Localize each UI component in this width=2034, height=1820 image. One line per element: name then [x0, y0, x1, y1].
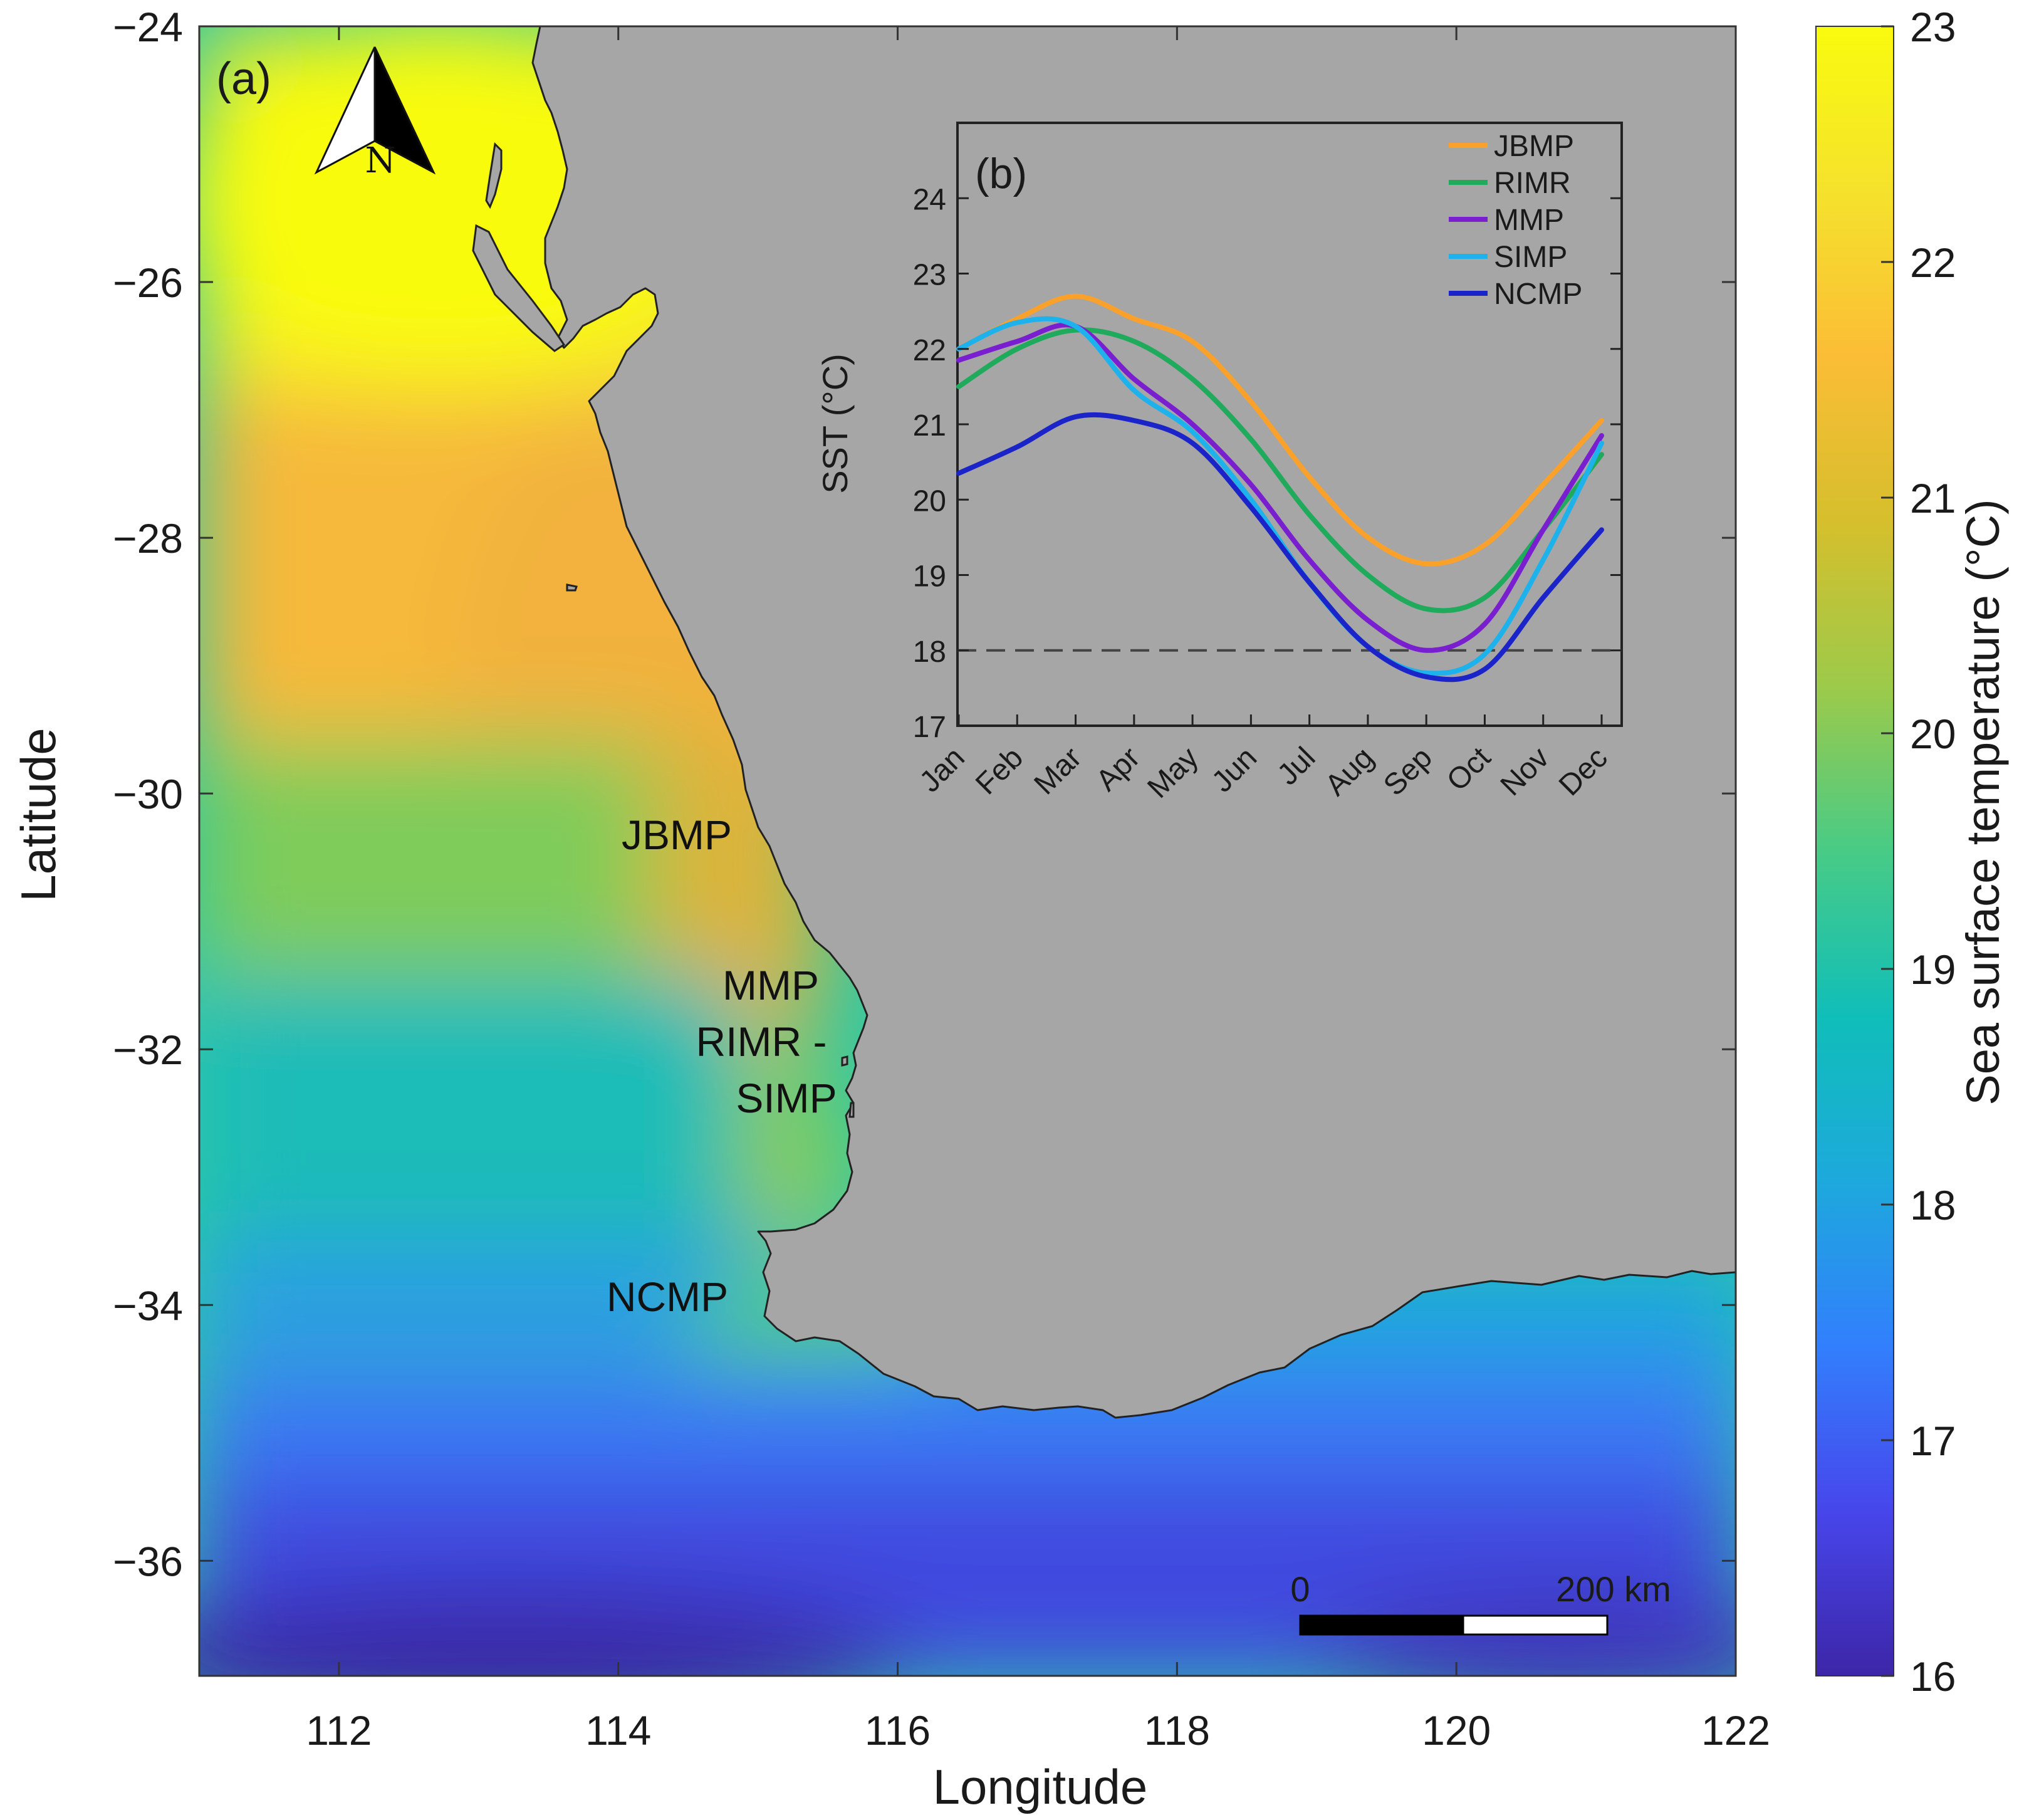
- inset-y-tick-label: 22: [913, 334, 946, 367]
- site-label-ncmp: NCMP: [607, 1273, 728, 1320]
- colorbar-ramp: [1815, 26, 1894, 1676]
- legend-label: SIMP: [1494, 241, 1567, 274]
- inset-y-ticks: 17 18 19 20 21 22 23 24: [913, 183, 1622, 744]
- colorbar-tick-label: 23: [1910, 4, 1956, 50]
- map-x-ticks: 112 114 116 118 120 122: [306, 26, 1770, 1754]
- peninsula: [472, 224, 566, 352]
- inset-y-tick-label: 19: [913, 560, 946, 594]
- site-label-rimr: RIMR -: [696, 1018, 827, 1065]
- scale-bar-end-label: 200 km: [1556, 1569, 1671, 1609]
- inset-series: [956, 293, 1604, 682]
- legend-label: MMP: [1494, 204, 1564, 237]
- map-x-tick-label: 122: [1701, 1707, 1770, 1754]
- colorbar-ticks: 16 17 18 19 20 21 22 23: [1881, 4, 1956, 1700]
- map-y-tick-label: −28: [113, 515, 183, 562]
- map-y-tick-label: −32: [113, 1027, 183, 1073]
- map-y-tick-label: −36: [113, 1538, 183, 1584]
- inset-panel-label: (b): [975, 150, 1027, 197]
- series-line-rimr: [956, 327, 1604, 614]
- legend-label: JBMP: [1494, 130, 1574, 163]
- scale-bar: 0 200 km: [1290, 1569, 1671, 1636]
- scale-bar-start-label: 0: [1290, 1569, 1310, 1609]
- inset-y-tick-label: 18: [913, 635, 946, 669]
- colorbar-tick-label: 16: [1910, 1653, 1956, 1700]
- colorbar-tick-label: 22: [1910, 239, 1956, 286]
- map-x-axis-label: Longitude: [933, 1759, 1148, 1814]
- map-y-tick-label: −30: [113, 771, 183, 817]
- map-panel-label: (a): [216, 54, 271, 104]
- inset-y-tick-label: 20: [913, 484, 946, 518]
- map-y-tick-label: −26: [113, 259, 183, 306]
- map-x-tick-label: 114: [585, 1707, 651, 1754]
- island-dirk-hartog: [485, 142, 503, 209]
- north-arrow-letter: N: [365, 140, 396, 181]
- map-x-tick-label: 116: [865, 1707, 931, 1754]
- island-rottnest: [841, 1055, 848, 1067]
- map-frame: [198, 25, 1737, 1677]
- map-y-axis-label: Latitude: [11, 728, 66, 902]
- series-line-jbmp: [956, 293, 1604, 567]
- colorbar-tick-label: 17: [1910, 1418, 1956, 1464]
- scale-bar-black-segment: [1299, 1614, 1464, 1636]
- site-label-mmp: MMP: [722, 962, 819, 1008]
- inset-frame: [956, 122, 1623, 727]
- inset-y-tick-label: 24: [913, 183, 946, 216]
- map-x-tick-label: 118: [1144, 1707, 1210, 1754]
- map-y-tick-label: −34: [113, 1282, 183, 1329]
- colorbar-tick-label: 19: [1910, 946, 1956, 993]
- legend-label: RIMR: [1494, 167, 1571, 200]
- inset-y-tick-label: 17: [913, 711, 946, 744]
- map-x-tick-label: 120: [1422, 1707, 1491, 1754]
- north-arrow-icon: N: [314, 46, 436, 181]
- inset-y-tick-label: 21: [913, 409, 946, 442]
- colorbar: 16 17 18 19 20 21 22 23 Sea surface temperature…: [1815, 4, 2009, 1700]
- site-label-jbmp: JBMP: [622, 812, 732, 858]
- colorbar-tick-label: 18: [1910, 1182, 1956, 1228]
- inset-y-tick-label: 23: [913, 259, 946, 292]
- map-y-ticks: −24 −26 −28 −30 −32 −34 −36: [113, 4, 1736, 1584]
- map-y-tick-label: −24: [113, 4, 183, 50]
- colorbar-label: Sea surface temperature (°C): [1957, 499, 2009, 1105]
- scale-bar-white-segment: [1462, 1614, 1609, 1636]
- inset-legend: JBMP RIMR MMP SIMP NCMP: [1449, 130, 1582, 311]
- map-x-tick-label: 112: [306, 1707, 372, 1754]
- site-label-simp: SIMP: [736, 1075, 837, 1121]
- legend-label: NCMP: [1494, 278, 1582, 311]
- colorbar-tick-label: 21: [1910, 475, 1956, 521]
- inset-y-axis-label: SST (°C): [815, 353, 855, 494]
- island-small: [566, 583, 578, 592]
- colorbar-tick-label: 20: [1910, 711, 1956, 757]
- island-garden: [848, 1102, 855, 1118]
- series-line-ncmp: [956, 412, 1604, 682]
